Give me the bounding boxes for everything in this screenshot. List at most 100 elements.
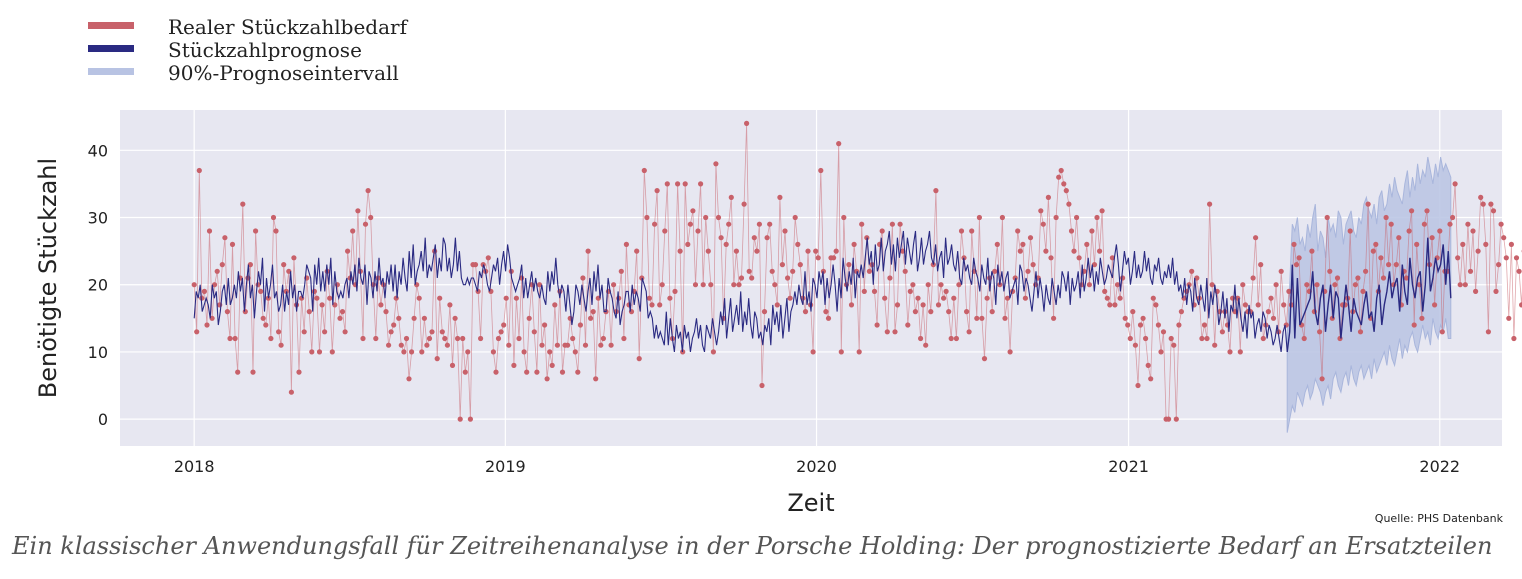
actual-demand-point [539,342,545,348]
actual-demand-point [1074,214,1080,221]
actual-demand-point [196,167,202,174]
actual-demand-point [777,194,783,200]
actual-demand-point [738,275,745,281]
actual-demand-point [365,188,371,194]
actual-demand-point [1493,288,1499,294]
actual-demand-point [1293,262,1300,268]
actual-demand-point [672,288,678,294]
actual-demand-point [1091,262,1098,268]
actual-demand-point [736,282,742,288]
actual-demand-point [1063,188,1069,194]
actual-demand-point [1145,362,1151,368]
actual-demand-point [582,342,589,348]
actual-demand-point [572,349,578,355]
actual-demand-point [892,329,898,335]
actual-demand-point [861,288,867,294]
actual-demand-point [1237,349,1243,355]
actual-demand-point [1158,349,1164,355]
actual-demand-point [1250,275,1256,281]
legend-label-actual: Realer Stückzahlbedarf [168,15,409,39]
actual-demand-point [769,268,775,274]
actual-demand-point [1086,282,1092,288]
actual-demand-point [1506,315,1512,321]
actual-demand-point [565,342,571,348]
actual-demand-point [549,362,555,368]
actual-demand-point [593,376,599,382]
actual-demand-point [708,282,714,288]
actual-demand-point [360,335,366,342]
actual-demand-point [1097,248,1103,254]
actual-demand-point [247,262,253,268]
actual-demand-point [682,181,688,187]
actual-demand-point [212,282,218,288]
actual-demand-point [1025,268,1031,274]
actual-demand-point [526,315,532,321]
actual-demand-point [575,369,581,375]
actual-demand-point [329,349,335,355]
actual-demand-point [723,241,729,247]
actual-demand-point [1498,221,1504,227]
actual-demand-point [419,349,425,355]
actual-demand-point [718,235,724,241]
actual-demand-point [1219,329,1225,335]
actual-demand-point [224,309,230,315]
actual-demand-point [1403,275,1410,281]
actual-demand-point [1051,315,1057,321]
actual-demand-point [1496,262,1502,268]
actual-demand-point [941,295,947,301]
actual-demand-point [1155,322,1161,328]
actual-demand-point [774,302,780,308]
forecast-future-line [1286,237,1452,352]
actual-demand-point [547,349,553,355]
actual-demand-point [1071,248,1077,254]
actual-demand-point [1265,309,1271,315]
actual-demand-point [452,315,458,321]
actual-demand-point [979,315,985,321]
actual-demand-point [1452,181,1458,187]
actual-demand-point [447,302,453,308]
actual-demand-point [199,295,205,301]
actual-demand-line [193,123,1522,420]
actual-demand-point [646,295,653,301]
actual-demand-point [536,282,543,288]
actual-demand-point [306,309,312,315]
actual-demand-point [887,275,893,281]
actual-demand-point [1242,302,1248,308]
actual-demand-point [485,255,491,261]
actual-demand-point [741,201,747,207]
actual-demand-point [1478,194,1484,200]
actual-demand-point [495,335,502,342]
actual-demand-point [409,349,415,355]
actual-demand-point [222,235,228,241]
actual-demand-point [938,282,944,288]
actual-demand-point [662,228,668,234]
actual-demand-point [634,248,640,254]
actual-demand-point [1455,255,1461,261]
actual-demand-point [227,335,233,342]
actual-demand-point [636,356,642,362]
actual-demand-point [462,369,468,375]
actual-demand-point [831,255,837,261]
actual-demand-point [350,228,356,234]
actual-demand-point [1127,335,1133,342]
actual-demand-point [856,349,862,355]
actual-demand-point [813,248,819,254]
actual-demand-point [1301,335,1307,342]
actual-demand-point [700,282,706,288]
actual-demand-point [258,288,264,294]
actual-demand-point [1040,221,1046,227]
actual-demand-point [1332,282,1338,288]
forecast-layer [193,230,1452,353]
actual-demand-point [1043,248,1049,254]
actual-demand-point [1378,255,1384,261]
actual-demand-point [1439,329,1445,335]
actual-demand-point [426,335,433,342]
actual-demand-point [767,221,773,227]
actual-demand-point [833,248,839,254]
actual-demand-point [1207,201,1213,207]
actual-demand-point [785,275,791,281]
actual-demand-point [1056,174,1062,180]
actual-demand-point [1519,302,1522,308]
actual-demand-point [764,235,770,241]
actual-demand-point [1286,288,1292,294]
